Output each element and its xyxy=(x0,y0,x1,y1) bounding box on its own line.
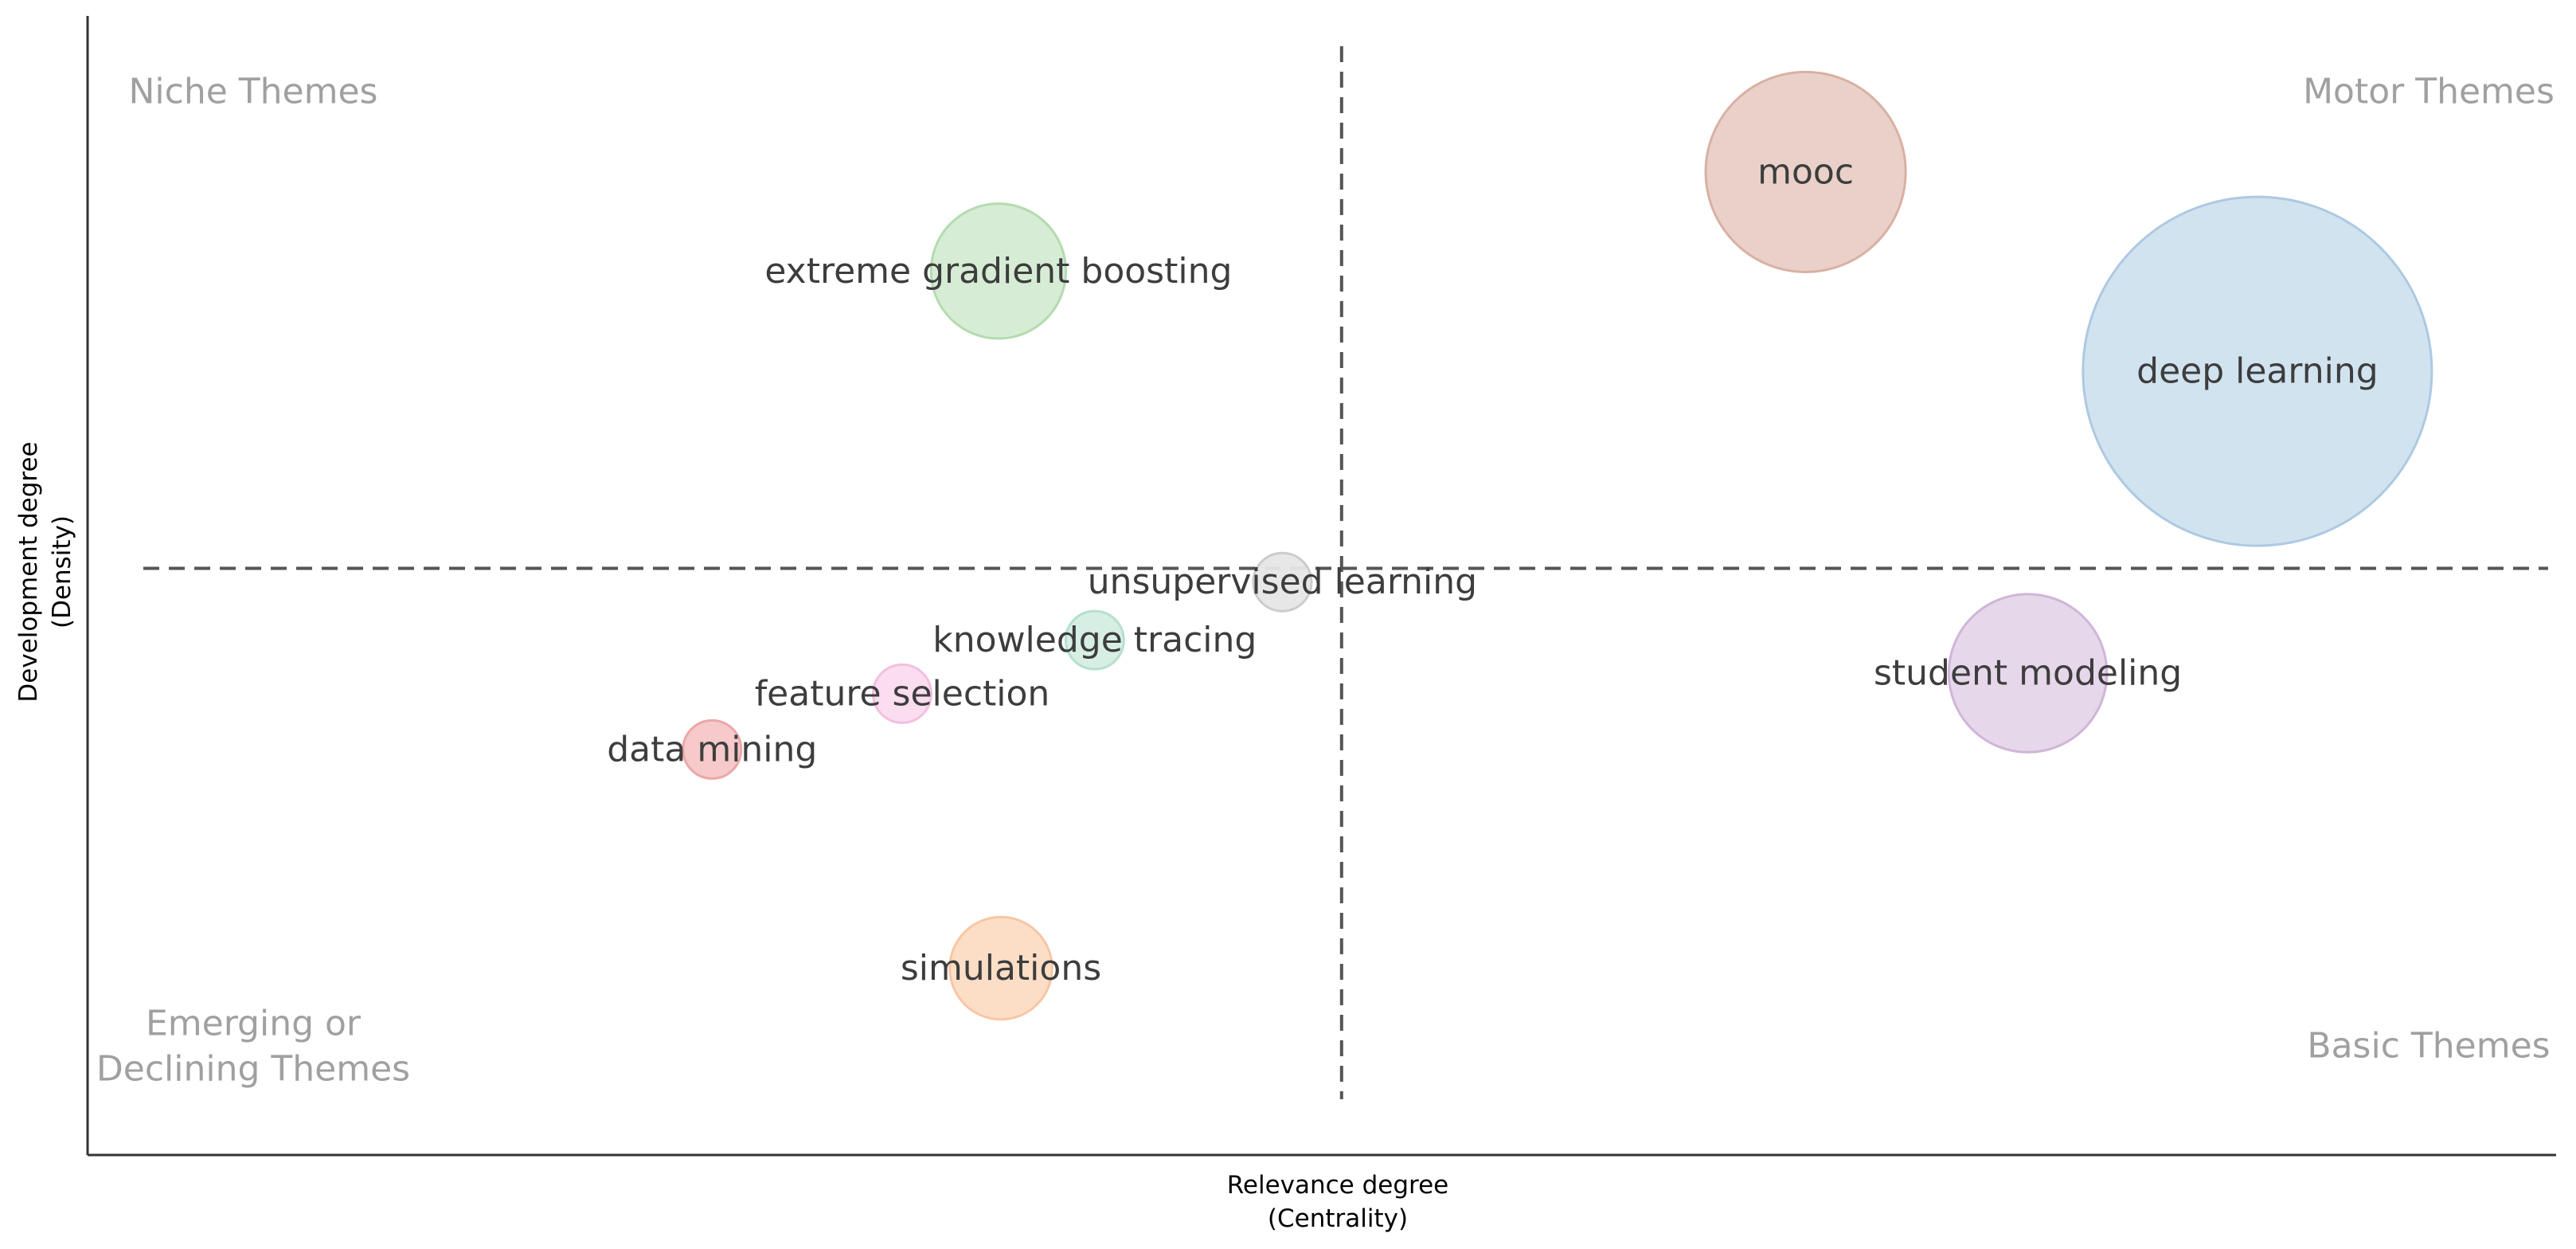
x-axis-title-line-2: (Centrality) xyxy=(1268,1204,1408,1233)
bubble-mooc xyxy=(1704,70,1907,273)
bubble-extreme-gradient-boosting xyxy=(929,202,1068,340)
bubble-unsupervised-learning xyxy=(1252,551,1313,613)
x-axis-title-line-1: Relevance degree xyxy=(1227,1171,1449,1200)
bubble-student-modeling xyxy=(1947,593,2109,754)
bubble-label-extreme-gradient-boosting: extreme gradient boosting xyxy=(764,251,1232,292)
bubble-deep-learning xyxy=(2082,195,2433,547)
bubble-label-deep-learning: deep learning xyxy=(2136,351,2379,392)
bubble-feature-selection xyxy=(872,663,932,724)
bubble-label-student-modeling: student modeling xyxy=(1874,653,2182,694)
bubble-label-data-mining: data mining xyxy=(607,729,817,769)
bubble-simulations xyxy=(948,915,1053,1021)
bubble-label-mooc: mooc xyxy=(1757,151,1854,192)
bubble-label-simulations: simulations xyxy=(901,948,1101,989)
y-axis-title-line-1: Development degree xyxy=(14,441,43,702)
bubble-label-knowledge-tracing: knowledge tracing xyxy=(932,620,1257,660)
quadrant-label-niche: Niche Themes xyxy=(129,72,378,112)
bubble-data-mining xyxy=(682,718,743,780)
bubble-label-feature-selection: feature selection xyxy=(755,673,1050,714)
bubble-knowledge-tracing xyxy=(1064,609,1125,671)
y-axis-title-line-2: (Density) xyxy=(48,515,76,628)
quadrant-label-emerging-line-2: Declining Themes xyxy=(96,1049,410,1090)
quadrant-label-basic: Basic Themes xyxy=(2307,1026,2550,1067)
bubble-label-unsupervised-learning: unsupervised learning xyxy=(1088,562,1477,602)
quadrant-label-emerging-line-1: Emerging or xyxy=(146,1004,362,1044)
quadrant-label-motor: Motor Themes xyxy=(2303,72,2555,112)
